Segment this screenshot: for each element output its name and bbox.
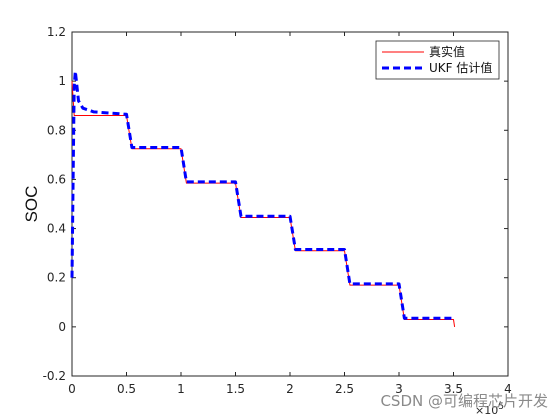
- y-tick-label: 0.6: [47, 172, 66, 186]
- series-lines: [70, 69, 456, 327]
- y-tick-label: 0.8: [47, 123, 66, 137]
- legend-label-ukf: UKF 估计值: [429, 60, 492, 75]
- y-tick-label: 0.2: [47, 271, 66, 285]
- series-line-0: [71, 81, 456, 327]
- x-exponent-label: ×105: [475, 402, 504, 417]
- x-tick-label: 0: [68, 382, 76, 396]
- y-axis-ticks: -0.2 0 0.2 0.4 0.6 0.8 1 1.2: [43, 25, 508, 383]
- x-tick-label: 3.5: [444, 382, 463, 396]
- x-tick-label: 1.5: [226, 382, 245, 396]
- y-tick-label: 0.4: [47, 222, 66, 236]
- legend-label-true: 真实值: [429, 44, 465, 59]
- y-tick-label: 0: [58, 320, 66, 334]
- x-tick-label: 2.5: [335, 382, 354, 396]
- y-axis-label: SOC: [22, 186, 41, 223]
- series-line-1: [70, 69, 456, 321]
- y-tick-label: -0.2: [43, 369, 66, 383]
- legend: 真实值 UKF 估计值: [375, 40, 500, 80]
- x-tick-label: 0.5: [117, 382, 136, 396]
- x-tick-label: 4: [504, 382, 512, 396]
- y-tick-label: 1.2: [47, 25, 66, 39]
- x-exponent-power: 5: [498, 402, 504, 412]
- x-axis-ticks: 0 0.5 1 1.5 2 2.5 3 3.5 4: [68, 32, 512, 396]
- x-tick-label: 2: [286, 382, 294, 396]
- x-tick-label: 3: [395, 382, 403, 396]
- x-tick-label: 1: [177, 382, 185, 396]
- y-tick-label: 1: [58, 74, 66, 88]
- plot-area: [71, 31, 509, 377]
- watermark: CSDN @可编程芯片开发: [380, 392, 548, 410]
- legend-box: [375, 40, 500, 80]
- x-exponent-base: ×10: [475, 404, 498, 417]
